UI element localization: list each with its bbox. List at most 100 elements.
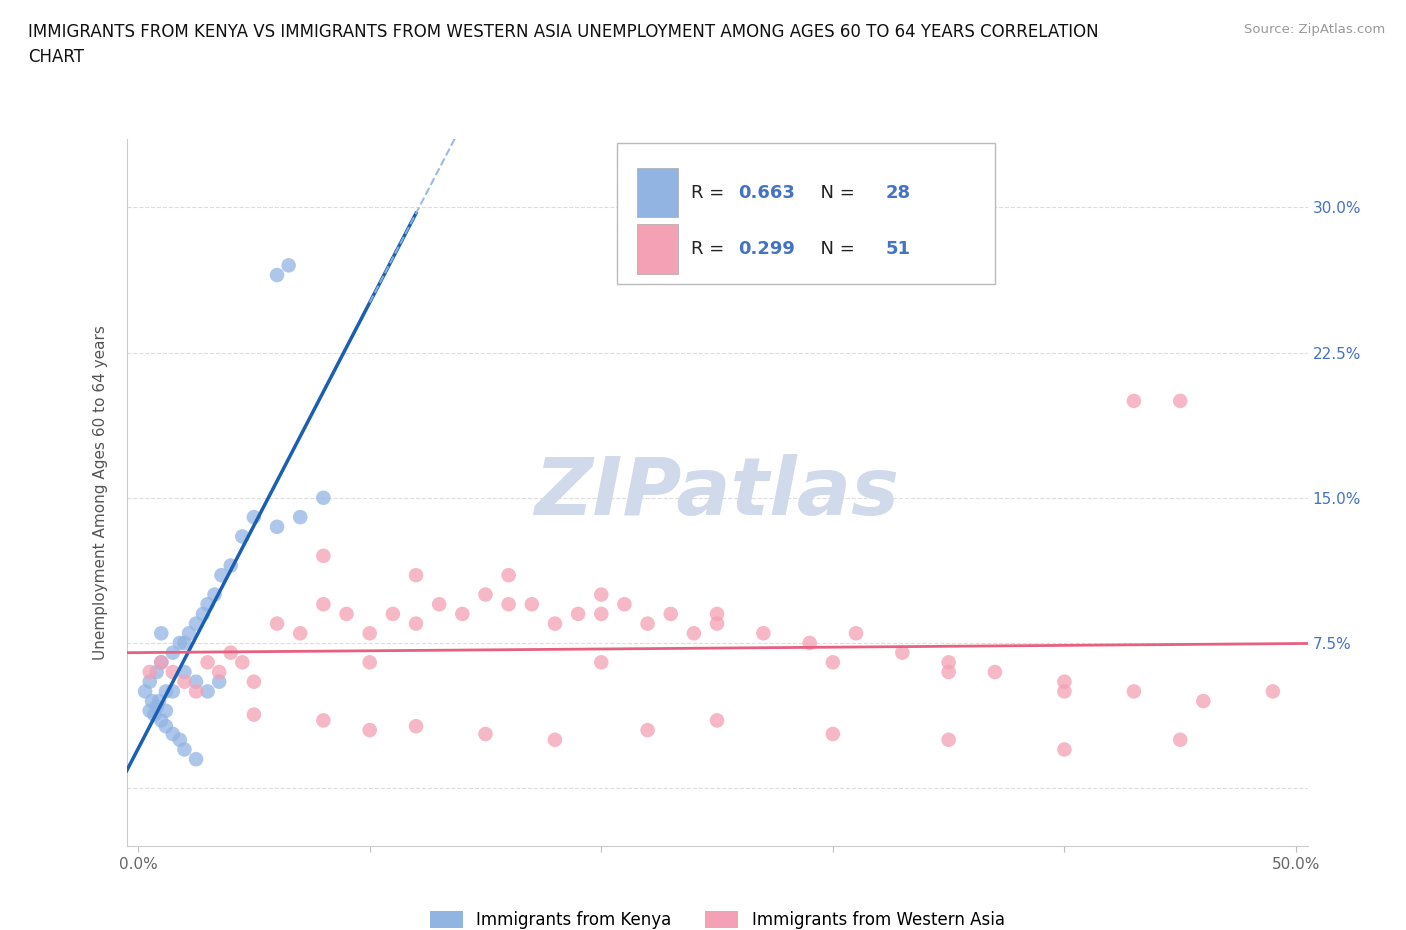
Point (1168, 393, 1191, 408)
Point (591, 606, 613, 621)
Point (155, 703, 177, 718)
Point (498, 597, 520, 612)
Point (1053, 674, 1076, 689)
Point (613, 597, 636, 612)
Point (145, 699, 167, 714)
Point (266, 617, 288, 631)
Point (637, 723, 659, 737)
FancyBboxPatch shape (637, 224, 678, 273)
Point (197, 655, 219, 670)
Point (173, 742, 195, 757)
Point (290, 510, 312, 525)
Point (184, 674, 207, 689)
Text: 0.663: 0.663 (738, 183, 796, 202)
Point (938, 665, 960, 680)
Point (474, 587, 496, 602)
Point (1168, 732, 1191, 747)
Point (134, 684, 156, 698)
Point (312, 713, 335, 728)
Point (162, 665, 184, 680)
Point (266, 268, 288, 283)
Point (138, 665, 160, 680)
Point (359, 626, 381, 641)
Point (498, 567, 520, 582)
Point (219, 558, 242, 573)
Point (173, 665, 195, 680)
FancyBboxPatch shape (617, 143, 994, 285)
Point (706, 617, 728, 631)
Point (266, 519, 288, 534)
Point (150, 626, 173, 641)
Point (191, 606, 214, 621)
Point (162, 645, 184, 660)
Point (591, 655, 613, 670)
Text: 28: 28 (886, 183, 911, 202)
Point (938, 732, 960, 747)
Text: N =: N = (810, 183, 860, 202)
Point (637, 617, 659, 631)
Legend: Immigrants from Kenya, Immigrants from Western Asia: Immigrants from Kenya, Immigrants from W… (423, 904, 1011, 930)
Text: Source: ZipAtlas.com: Source: ZipAtlas.com (1244, 23, 1385, 36)
Point (312, 549, 335, 564)
Point (706, 606, 728, 621)
Point (150, 655, 173, 670)
Point (243, 707, 266, 722)
Point (821, 726, 844, 741)
Point (231, 529, 253, 544)
Point (141, 694, 163, 709)
Point (177, 626, 200, 641)
Text: N =: N = (810, 240, 860, 258)
Point (1053, 684, 1076, 698)
Point (143, 707, 166, 722)
Point (138, 703, 160, 718)
Text: R =: R = (692, 183, 730, 202)
Point (219, 645, 242, 660)
Point (451, 606, 474, 621)
Text: 51: 51 (886, 240, 911, 258)
Point (683, 626, 706, 641)
Text: R =: R = (692, 240, 730, 258)
Point (150, 713, 173, 728)
Point (405, 719, 427, 734)
Point (148, 694, 170, 709)
Y-axis label: Unemployment Among Ages 60 to 64 years: Unemployment Among Ages 60 to 64 years (93, 326, 108, 660)
Point (169, 635, 191, 650)
Point (938, 655, 960, 670)
Point (169, 732, 191, 747)
Point (405, 617, 427, 631)
Point (891, 645, 914, 660)
Point (173, 674, 195, 689)
Point (474, 726, 496, 741)
Point (231, 655, 253, 670)
Point (312, 597, 335, 612)
Point (1122, 684, 1144, 698)
Point (405, 567, 427, 582)
Point (138, 674, 160, 689)
Point (243, 674, 266, 689)
Point (197, 597, 219, 612)
Point (184, 617, 207, 631)
Point (204, 587, 226, 602)
Point (184, 751, 207, 766)
Point (197, 684, 219, 698)
Point (243, 510, 266, 525)
Point (145, 665, 167, 680)
Point (184, 684, 207, 698)
Point (208, 665, 231, 680)
Point (208, 674, 231, 689)
FancyBboxPatch shape (637, 167, 678, 218)
Point (155, 719, 177, 734)
Point (335, 606, 357, 621)
Point (845, 626, 868, 641)
Point (150, 655, 173, 670)
Point (162, 726, 184, 741)
Point (1192, 694, 1215, 709)
Point (544, 732, 567, 747)
Point (427, 597, 450, 612)
Point (659, 606, 682, 621)
Point (277, 258, 299, 272)
Text: IMMIGRANTS FROM KENYA VS IMMIGRANTS FROM WESTERN ASIA UNEMPLOYMENT AMONG AGES 60: IMMIGRANTS FROM KENYA VS IMMIGRANTS FROM… (28, 23, 1098, 41)
Text: CHART: CHART (28, 48, 84, 66)
Point (211, 567, 233, 582)
Point (799, 635, 821, 650)
